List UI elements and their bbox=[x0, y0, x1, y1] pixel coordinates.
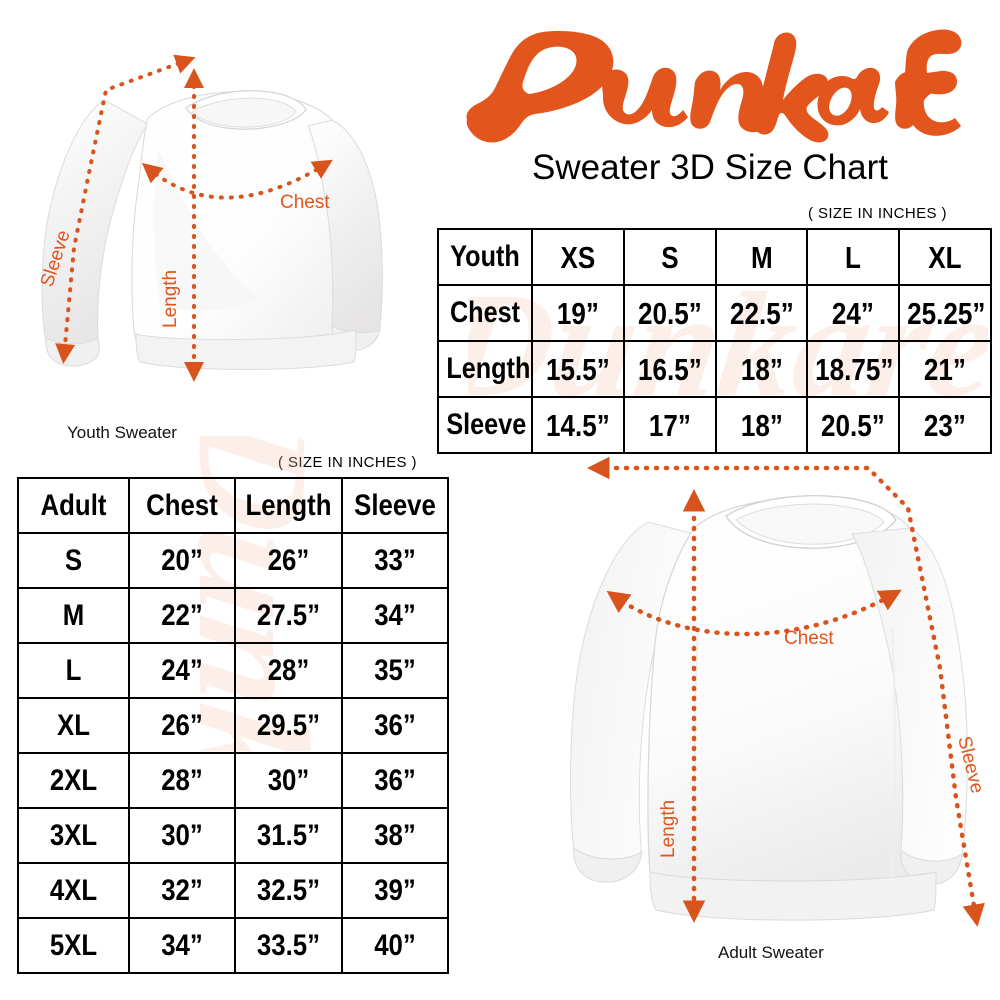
youth-corner-label: Youth bbox=[444, 228, 526, 286]
adult-cell-4-2: 36” bbox=[348, 752, 442, 809]
youth-cell-2-1: 17” bbox=[630, 396, 710, 454]
youth-header-row: Youth XS S M L XL bbox=[438, 228, 991, 286]
table-row: Chest 19” 20.5” 22.5” 24” 25.25” bbox=[438, 284, 991, 342]
youth-col-header-1: S bbox=[630, 228, 710, 286]
adult-cell-0-0: 20” bbox=[135, 532, 229, 589]
youth-table-body: Youth XS S M L XL Chest 19” 20.5” 22.5” 24” 25.25” L… bbox=[438, 228, 991, 454]
adult-size-table: Adult Chest Length Sleeve S 20” 26” 33” M 22” 27.5… bbox=[17, 477, 449, 974]
table-row: 5XL 34” 33.5” 40” bbox=[18, 917, 448, 974]
adult-row-label-1: M bbox=[24, 587, 123, 644]
adult-row-label-5: 3XL bbox=[24, 807, 123, 864]
adult-cell-7-1: 33.5” bbox=[241, 917, 336, 974]
youth-row-label-2: Sleeve bbox=[444, 396, 526, 454]
youth-col-header-4: XL bbox=[905, 228, 985, 286]
adult-col-header-1: Length bbox=[241, 477, 336, 534]
youth-cell-0-2: 22.5” bbox=[722, 284, 801, 342]
adult-cell-6-2: 39” bbox=[348, 862, 442, 919]
adult-cell-5-0: 30” bbox=[135, 807, 229, 864]
adult-row-label-3: XL bbox=[24, 697, 123, 754]
youth-col-header-3: L bbox=[813, 228, 893, 286]
adult-row-label-6: 4XL bbox=[24, 862, 123, 919]
table-row: M 22” 27.5” 34” bbox=[18, 587, 448, 644]
adult-col-header-2: Sleeve bbox=[348, 477, 442, 534]
adult-chest-label: Chest bbox=[784, 628, 834, 649]
adult-row-label-0: S bbox=[24, 532, 123, 589]
youth-length-label: Length bbox=[160, 270, 181, 328]
adult-cell-7-0: 34” bbox=[135, 917, 229, 974]
adult-cell-0-1: 26” bbox=[241, 532, 336, 589]
adult-sweater-shape bbox=[570, 495, 968, 921]
youth-sweater-shape bbox=[41, 90, 383, 370]
dunkare-logo bbox=[455, 22, 965, 150]
youth-sweater-caption: Youth Sweater bbox=[67, 423, 177, 442]
table-row: XL 26” 29.5” 36” bbox=[18, 697, 448, 754]
table-row: 4XL 32” 32.5” 39” bbox=[18, 862, 448, 919]
adult-cell-1-2: 34” bbox=[348, 587, 442, 644]
youth-chest-label: Chest bbox=[280, 192, 330, 213]
adult-cell-2-1: 28” bbox=[241, 642, 336, 699]
page-title: Sweater 3D Size Chart bbox=[532, 148, 888, 187]
adult-row-label-4: 2XL bbox=[24, 752, 123, 809]
youth-measurement-annotations bbox=[55, 54, 333, 382]
adult-col-header-0: Chest bbox=[135, 477, 229, 534]
adult-sweater-illustration: Chest Length Sleeve bbox=[548, 448, 993, 948]
youth-size-unit-note: ( SIZE IN INCHES ) bbox=[808, 205, 947, 222]
adult-table-body: Adult Chest Length Sleeve S 20” 26” 33” M 22” 27.5… bbox=[18, 477, 448, 974]
youth-cell-0-0: 19” bbox=[538, 284, 618, 342]
adult-cell-0-2: 33” bbox=[348, 532, 442, 589]
adult-cell-4-1: 30” bbox=[241, 752, 336, 809]
youth-row-label-0: Chest bbox=[444, 284, 526, 342]
adult-row-label-7: 5XL bbox=[24, 917, 123, 974]
youth-cell-1-3: 18.75” bbox=[813, 340, 894, 398]
adult-cell-5-1: 31.5” bbox=[241, 807, 336, 864]
youth-cell-1-2: 18” bbox=[722, 340, 801, 398]
adult-cell-3-1: 29.5” bbox=[241, 697, 336, 754]
table-row: S 20” 26” 33” bbox=[18, 532, 448, 589]
youth-cell-1-0: 15.5” bbox=[538, 340, 618, 398]
adult-cell-5-2: 38” bbox=[348, 807, 442, 864]
adult-sweater-caption: Adult Sweater bbox=[718, 943, 824, 962]
adult-cell-3-0: 26” bbox=[135, 697, 229, 754]
adult-length-label: Length bbox=[658, 800, 679, 858]
youth-col-header-0: XS bbox=[538, 228, 618, 286]
youth-col-header-2: M bbox=[722, 228, 801, 286]
youth-sweater-illustration: Chest Length Sleeve bbox=[8, 38, 418, 438]
table-row: 3XL 30” 31.5” 38” bbox=[18, 807, 448, 864]
youth-cell-0-3: 24” bbox=[813, 284, 893, 342]
youth-cell-1-1: 16.5” bbox=[630, 340, 710, 398]
youth-size-table: Youth XS S M L XL Chest 19” 20.5” 22.5” 24” 25.25” L… bbox=[437, 228, 992, 454]
adult-header-row: Adult Chest Length Sleeve bbox=[18, 477, 448, 534]
table-row: 2XL 28” 30” 36” bbox=[18, 752, 448, 809]
adult-measurement-annotations bbox=[587, 456, 985, 927]
adult-row-label-2: L bbox=[24, 642, 123, 699]
youth-cell-2-2: 18” bbox=[722, 396, 801, 454]
adult-cell-6-1: 32.5” bbox=[241, 862, 336, 919]
adult-cell-4-0: 28” bbox=[135, 752, 229, 809]
youth-cell-1-4: 21” bbox=[905, 340, 985, 398]
adult-cell-7-2: 40” bbox=[348, 917, 442, 974]
youth-cell-0-4: 25.25” bbox=[905, 284, 986, 342]
adult-cell-1-0: 22” bbox=[135, 587, 229, 644]
adult-cell-3-2: 36” bbox=[348, 697, 442, 754]
youth-cell-2-0: 14.5” bbox=[538, 396, 618, 454]
table-row: Length 15.5” 16.5” 18” 18.75” 21” bbox=[438, 340, 991, 398]
youth-cell-2-3: 20.5” bbox=[813, 396, 893, 454]
table-row: L 24” 28” 35” bbox=[18, 642, 448, 699]
youth-cell-0-1: 20.5” bbox=[630, 284, 710, 342]
youth-cell-2-4: 23” bbox=[905, 396, 985, 454]
adult-size-unit-note: ( SIZE IN INCHES ) bbox=[278, 454, 417, 471]
adult-cell-6-0: 32” bbox=[135, 862, 229, 919]
adult-cell-1-1: 27.5” bbox=[241, 587, 336, 644]
table-row: Sleeve 14.5” 17” 18” 20.5” 23” bbox=[438, 396, 991, 454]
youth-row-label-1: Length bbox=[444, 340, 530, 398]
adult-cell-2-0: 24” bbox=[135, 642, 229, 699]
adult-cell-2-2: 35” bbox=[348, 642, 442, 699]
adult-corner-label: Adult bbox=[24, 477, 123, 534]
